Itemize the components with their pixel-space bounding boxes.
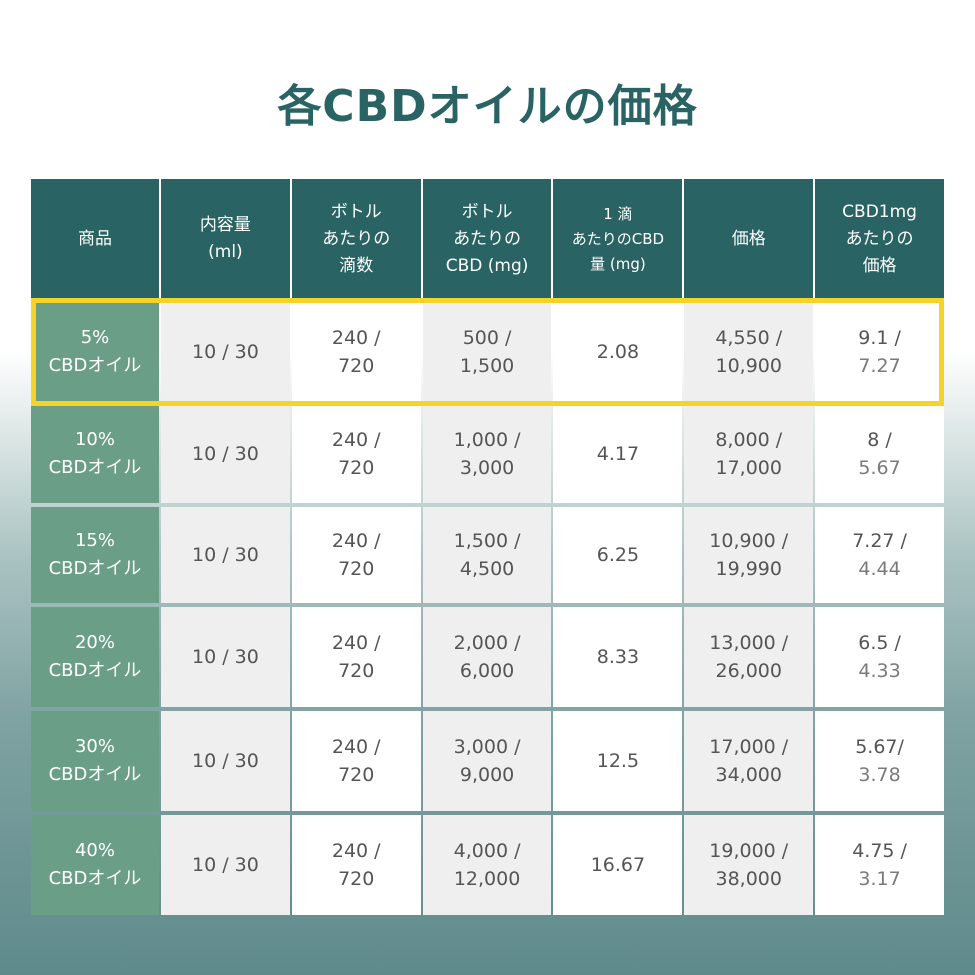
drops-cell: 240 / 720	[291, 303, 421, 401]
price-per-mg-small: 8 /	[867, 429, 892, 451]
header-cbd-per-drop: 1 滴 あたりのCBD 量 (mg)	[553, 179, 683, 299]
drops-cell: 240 / 720	[291, 405, 421, 503]
product-cell: 10% CBDオイル	[31, 405, 159, 503]
volume-cell: 10 / 30	[161, 815, 290, 915]
per-drop-cell: 8.33	[553, 607, 683, 707]
per-drop-cell: 4.17	[553, 405, 683, 503]
price-cell: 8,000 / 17,000	[684, 405, 814, 503]
price-cell: 13,000 / 26,000	[684, 607, 814, 707]
page-title: 各CBDオイルの価格	[277, 81, 698, 132]
price-per-mg-cell: 5.67/3.78	[815, 711, 944, 811]
header-price-per-mg: CBD1mg あたりの 価格	[815, 179, 944, 299]
price-per-mg-large: 4.44	[858, 558, 901, 580]
cbd-cell: 4,000 / 12,000	[422, 815, 552, 915]
price-table: 商品 内容量 (ml) ボトル あたりの 滴数 ボトル あたりの CBD (mg…	[31, 179, 944, 915]
price-per-mg-large: 4.33	[858, 660, 901, 682]
drops-cell: 240 / 720	[291, 607, 421, 707]
price-per-mg-cell: 7.27 / 4.44	[815, 507, 944, 603]
product-cell: 40% CBDオイル	[31, 815, 159, 915]
volume-cell: 10 / 30	[161, 303, 290, 401]
price-per-mg-large: 3.17	[858, 868, 901, 890]
drops-cell: 240 / 720	[291, 815, 421, 915]
price-per-mg-small: 6.5 /	[858, 632, 901, 654]
cbd-cell: 1,000 / 3,000	[422, 405, 552, 503]
price-per-mg-cell: 6.5 / 4.33	[815, 607, 944, 707]
volume-cell: 10 / 30	[161, 607, 290, 707]
price-cell: 17,000 / 34,000	[684, 711, 814, 811]
price-per-mg-cell: 8 / 5.67	[815, 405, 944, 503]
price-cell: 4,550 / 10,900	[684, 303, 814, 401]
price-per-mg-large: 5.67	[858, 457, 901, 479]
price-per-mg-small: 9.1 /	[858, 327, 901, 349]
header-price: 価格	[684, 179, 814, 299]
drops-cell: 240 / 720	[291, 507, 421, 603]
product-cell: 5% CBDオイル	[31, 303, 159, 401]
price-per-mg-small: 5.67/	[855, 736, 904, 758]
price-cell: 10,900 / 19,990	[684, 507, 814, 603]
price-per-mg-large: 7.27	[858, 355, 901, 377]
volume-cell: 10 / 30	[161, 405, 290, 503]
volume-cell: 10 / 30	[161, 711, 290, 811]
product-cell: 30% CBDオイル	[31, 711, 159, 811]
header-cbd-per-bottle: ボトル あたりの CBD (mg)	[422, 179, 552, 299]
header-volume: 内容量 (ml)	[161, 179, 290, 299]
header-drops: ボトル あたりの 滴数	[291, 179, 421, 299]
per-drop-cell: 2.08	[553, 303, 683, 401]
price-per-mg-cell: 4.75 / 3.17	[815, 815, 944, 915]
price-per-mg-small: 7.27 /	[852, 530, 907, 552]
per-drop-cell: 12.5	[553, 711, 683, 811]
cbd-cell: 2,000 / 6,000	[422, 607, 552, 707]
price-per-mg-large: 3.78	[858, 764, 901, 786]
product-cell: 20% CBDオイル	[31, 607, 159, 707]
per-drop-cell: 6.25	[553, 507, 683, 603]
header-product: 商品	[31, 179, 159, 299]
cbd-cell: 3,000 / 9,000	[422, 711, 552, 811]
price-per-mg-small: 4.75 /	[852, 840, 907, 862]
price-cell: 19,000 / 38,000	[684, 815, 814, 915]
cbd-cell: 1,500 / 4,500	[422, 507, 552, 603]
drops-cell: 240 / 720	[291, 711, 421, 811]
product-cell: 15% CBDオイル	[31, 507, 159, 603]
volume-cell: 10 / 30	[161, 507, 290, 603]
price-per-mg-cell: 9.1 / 7.27	[815, 303, 944, 401]
cbd-cell: 500 / 1,500	[422, 303, 552, 401]
per-drop-cell: 16.67	[553, 815, 683, 915]
